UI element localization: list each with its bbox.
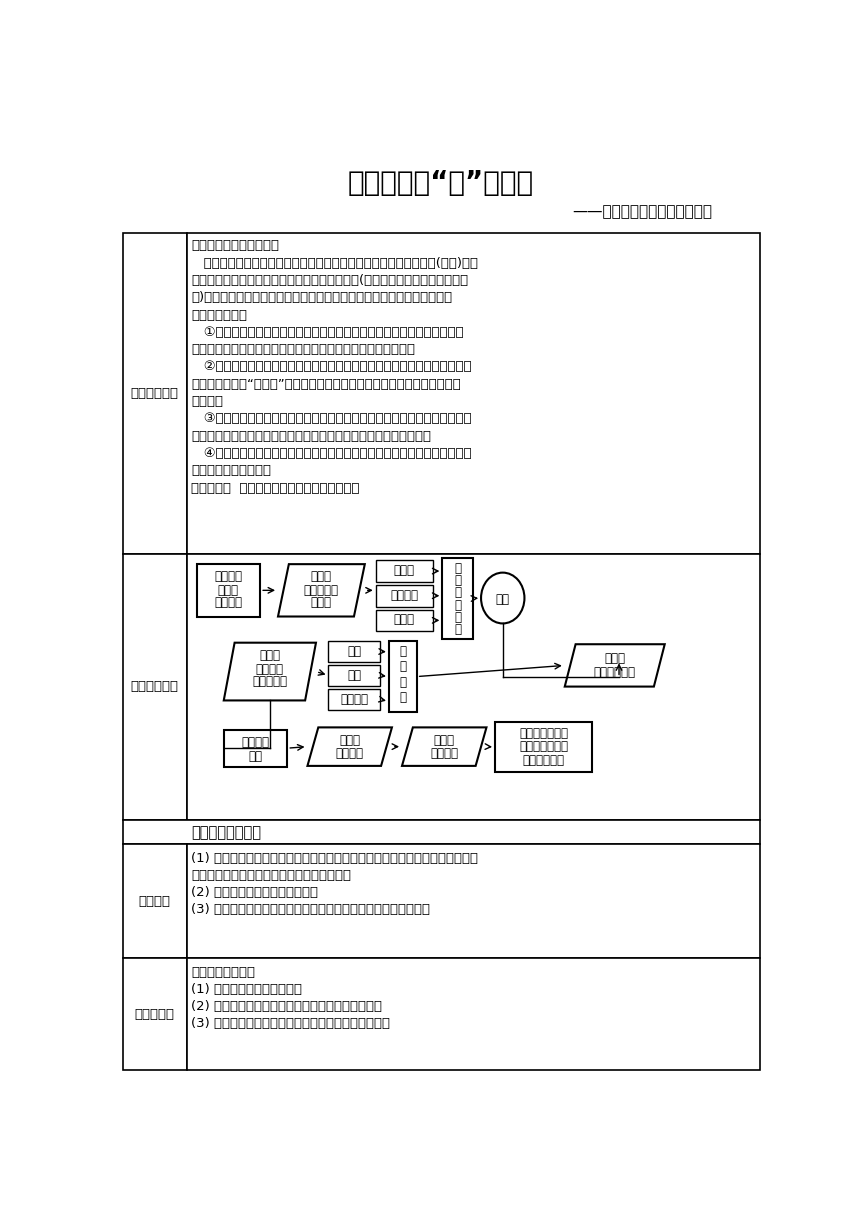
Text: 性: 性 [454, 574, 461, 587]
Bar [495, 722, 592, 772]
Text: 饮料: 饮料 [249, 750, 262, 763]
Text: 食品添加剂: 食品添加剂 [252, 675, 287, 688]
Text: 危害: 危害 [347, 645, 361, 658]
Bar [376, 610, 433, 632]
Text: 【五】: 【五】 [433, 734, 455, 746]
Text: 探究蛋白质: 探究蛋白质 [304, 584, 339, 598]
Polygon shape [565, 644, 665, 686]
Polygon shape [224, 643, 316, 701]
Bar [187, 232, 760, 554]
Text: 【四】: 【四】 [339, 734, 360, 746]
Text: 德育扩展方面：: 德育扩展方面： [191, 309, 247, 321]
Text: 现场制作: 现场制作 [242, 736, 269, 748]
Text: 呈现方式：  图片、视频、分组实验、教师辅助: 呈现方式： 图片、视频、分组实验、教师辅助 [191, 482, 359, 495]
Text: 米源: 米源 [347, 669, 361, 682]
Text: (1) 实验探究蛋白质的性质。: (1) 实验探究蛋白质的性质。 [191, 983, 302, 996]
Bar [123, 232, 187, 554]
Text: 的性质: 的性质 [311, 596, 332, 610]
Text: 教学重难点: 教学重难点 [135, 1008, 175, 1021]
Text: 教学重点、难点：: 教学重点、难点： [191, 966, 255, 980]
Text: ——《远离有毒物质》教学设计: ——《远离有毒物质》教学设计 [572, 203, 712, 219]
Bar [123, 820, 760, 845]
Bar [224, 730, 287, 767]
Bar [197, 565, 261, 617]
Text: 握化学知识能帮助人体抵御有害物质的侵害。: 握化学知识能帮助人体抵御有害物质的侵害。 [191, 869, 351, 882]
Text: 菌: 菌 [399, 661, 406, 673]
Bar [389, 641, 417, 712]
Polygon shape [308, 728, 392, 765]
Text: 命健康的方法和意义，树立珍爱生命、热爱自然的科学世界观。: 命健康的方法和意义，树立珍爱生命、热爱自然的科学世界观。 [191, 343, 415, 357]
Bar [329, 641, 379, 662]
Text: 勇于开拓的创新精神、团结互助的协作精神、造福人类的奉献精神。: 勇于开拓的创新精神、团结互助的协作精神、造福人类的奉献精神。 [191, 430, 431, 443]
Text: 浓硝酸: 浓硝酸 [394, 565, 415, 577]
Bar [187, 845, 760, 959]
Text: ③科学精神：通过蛋白质变性实验的探究，培养学生独立思考的探索精神、: ③科学精神：通过蛋白质变性实验的探究，培养学生独立思考的探索精神、 [191, 413, 472, 426]
Text: ①科学世界观方面：从微观到宏观认识物质的角度掌握和理解维护个体生: ①科学世界观方面：从微观到宏观认识物质的角度掌握和理解维护个体生 [191, 326, 464, 338]
Bar [123, 959, 187, 1070]
Text: 【反思与感悟】: 【反思与感悟】 [519, 727, 568, 740]
Text: 变: 变 [454, 562, 461, 574]
Bar [187, 959, 760, 1070]
Bar [123, 845, 187, 959]
Text: 甲醛等: 甲醛等 [394, 613, 415, 627]
Polygon shape [278, 565, 365, 617]
Text: 检验: 检验 [495, 594, 510, 606]
Text: 微: 微 [454, 587, 461, 600]
Text: 学物质与健康》。具体课程标准：知道某些物质(如一氧化碳、甲醛，黄曲霉素: 学物质与健康》。具体课程标准：知道某些物质(如一氧化碳、甲醛，黄曲霉素 [191, 274, 469, 287]
Text: (2) 了解蛋白质的一些重要性质。: (2) 了解蛋白质的一些重要性质。 [191, 886, 318, 899]
Text: 霉: 霉 [399, 645, 406, 658]
Text: (1) 知道一氧化碳、甲醛、黄曲霉素、重金属盐和毒品等有损人体健康。认知掌: (1) 知道一氧化碳、甲醛、黄曲霉素、重金属盐和毒品等有损人体健康。认知掌 [191, 852, 478, 865]
Text: 【一】: 【一】 [311, 571, 332, 583]
Bar [376, 585, 433, 606]
Text: 中毒事件: 中毒事件 [214, 596, 243, 610]
Text: 科学技术是一把“双刃剑”：化学科学技术既可以造福人类，也可以给人类造: 科学技术是一把“双刃剑”：化学科学技术既可以造福人类，也可以给人类造 [191, 377, 461, 391]
Bar [329, 664, 379, 686]
Text: 【三】: 【三】 [260, 649, 280, 662]
Text: 不吃变质食物: 不吃变质食物 [593, 666, 636, 679]
Text: 【二】: 【二】 [605, 652, 625, 664]
Text: 一、课题依据: 一、课题依据 [131, 387, 179, 400]
Polygon shape [402, 728, 487, 765]
Text: ④良好行为习惯：通过分组实验，让学生学会实验操作、观察实验、提取信: ④良好行为习惯：通过分组实验，让学生学会实验操作、观察实验、提取信 [191, 447, 472, 460]
Text: 等)对人体健康的影响，认识掌握化学知识能帮助人们提高自我保护意识。: 等)对人体健康的影响，认识掌握化学知识能帮助人们提高自我保护意识。 [191, 291, 452, 304]
Text: 毒: 毒 [399, 675, 406, 689]
Text: 观: 观 [454, 599, 461, 612]
Bar [329, 689, 379, 710]
Text: 远离烟草: 远离烟草 [335, 747, 364, 761]
Text: 限量摄入: 限量摄入 [256, 663, 284, 675]
Bar [187, 554, 760, 820]
Text: 息、总结信息的能力。: 息、总结信息的能力。 [191, 465, 271, 477]
Text: 原: 原 [454, 611, 461, 624]
Text: 课标教材对这方面要求：: 课标教材对这方面要求： [191, 240, 280, 252]
Text: 三、教学实施详案: 三、教学实施详案 [191, 825, 261, 840]
Bar [442, 557, 473, 639]
Text: 洁身自好与“毒”善其身: 洁身自好与“毒”善其身 [347, 169, 534, 197]
Text: 重金属盐: 重金属盐 [390, 589, 418, 601]
Text: 收获和体会？: 收获和体会？ [522, 755, 564, 768]
Ellipse shape [481, 573, 525, 623]
Text: (2) 生活中有害物质的危害、本质原因、预防方法。: (2) 生活中有害物质的危害、本质原因、预防方法。 [191, 1000, 382, 1013]
Text: 素: 素 [399, 691, 406, 705]
Bar [376, 560, 433, 582]
Bar [123, 554, 187, 820]
Text: 这节课你有什么: 这节课你有什么 [519, 740, 568, 753]
Text: ②科学伦理方面：体会食品添加剂对提高人类生活质量的影响。认识到化学: ②科学伦理方面：体会食品添加剂对提高人类生活质量的影响。认识到化学 [191, 360, 472, 374]
Text: 【导入】: 【导入】 [214, 571, 243, 583]
Text: 学习目标: 学习目标 [138, 894, 171, 908]
Text: 《远离有毒物质》属于一级主题《化学与社会发展》中的二级主题(单元)《化: 《远离有毒物质》属于一级主题《化学与社会发展》中的二级主题(单元)《化 [191, 257, 478, 269]
Text: 镉大米: 镉大米 [218, 584, 239, 598]
Text: 拒绝毒品: 拒绝毒品 [430, 747, 458, 761]
Text: 二、内容设计: 二、内容设计 [131, 680, 179, 694]
Text: 成灾难。: 成灾难。 [191, 396, 224, 408]
Text: (3) 重金属盐等有毒物质使人中毒的原理、应对措施。: (3) 重金属盐等有毒物质使人中毒的原理、应对措施。 [191, 1017, 390, 1030]
Text: 影响症状: 影响症状 [340, 692, 368, 706]
Text: 理: 理 [454, 623, 461, 636]
Text: (3) 初步形成关心健康，珍爱生命，远离有毒、有害物质的意识。: (3) 初步形成关心健康，珍爱生命，远离有毒、有害物质的意识。 [191, 903, 430, 916]
